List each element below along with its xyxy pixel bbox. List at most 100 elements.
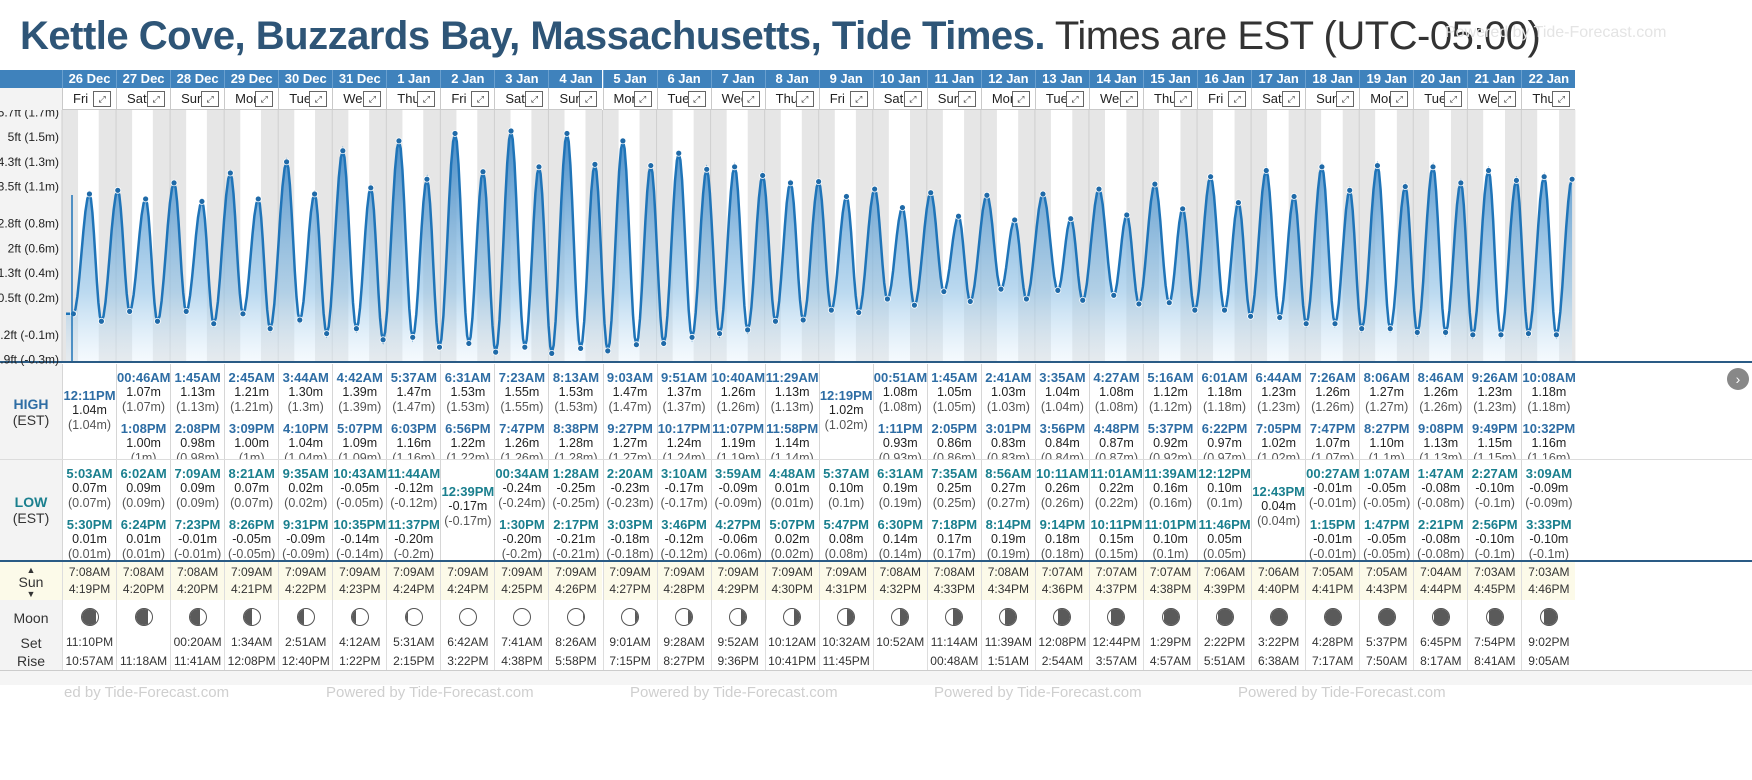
expand-day-icon[interactable]: ⤢ [471, 91, 490, 107]
date-header: 6 Jan [656, 70, 711, 88]
expand-day-icon[interactable]: ⤢ [201, 91, 220, 107]
tide-point [548, 349, 556, 357]
tide-height-metric: (1.23m) [1257, 400, 1301, 414]
tide-height-metric: (0.09m) [122, 496, 166, 510]
weekday-header: Mon ⤢ [602, 88, 657, 110]
expand-day-icon[interactable]: ⤢ [1444, 91, 1463, 107]
low-tide-cell: 11:01AM 0.22m (0.22m) 10:11PM 0.15m (0.15m) [1088, 460, 1143, 560]
expand-day-icon[interactable]: ⤢ [147, 91, 166, 107]
tide-height: 1.19m [720, 436, 756, 450]
high-tide-cell: 10:40AM 1.26m (1.26m) 11:07PM 1.19m (1.19m) [710, 364, 765, 460]
expand-day-icon[interactable]: ⤢ [1119, 91, 1138, 107]
high-tide-cell: 12:11PM 1.04m (1.04m) [62, 364, 116, 460]
moonset-time: 11:39AM [984, 635, 1032, 649]
high-tide-time: 3:56PM [1039, 421, 1086, 436]
expand-day-icon[interactable]: ⤢ [1390, 91, 1409, 107]
tide-height-metric: (1.47m) [608, 400, 652, 414]
tide-height: 1.16m [396, 436, 432, 450]
tide-point [339, 147, 347, 155]
moonset-time: 00:20AM [173, 635, 222, 649]
y-tick-label: -0.2ft (-0.1m) [0, 328, 59, 342]
sunrise-time: 7:03AM [1528, 565, 1570, 579]
moonset-time: 5:37PM [1366, 635, 1408, 649]
moon-cell: 5:37PM 7:50AM [1359, 600, 1414, 670]
high-tide-cell: 4:42AM 1.39m (1.39m) 5:07PM 1.09m (1.09m) [332, 364, 386, 460]
tide-point [492, 348, 500, 356]
expand-day-icon[interactable]: ⤢ [795, 91, 814, 107]
expand-day-icon[interactable]: ⤢ [633, 91, 652, 107]
y-tick-label: 4.3ft (1.3m) [0, 155, 59, 169]
expand-day-icon[interactable]: ⤢ [1552, 91, 1571, 107]
expand-day-icon[interactable]: ⤢ [1228, 91, 1247, 107]
expand-day-icon[interactable]: ⤢ [93, 91, 112, 107]
expand-day-icon[interactable]: ⤢ [525, 91, 544, 107]
moon-cell: 6:42AM 3:22PM [440, 600, 495, 670]
expand-day-icon[interactable]: ⤢ [1336, 91, 1355, 107]
tide-height: 1.27m [612, 436, 648, 450]
tide-height-metric: (-0.2m) [393, 547, 434, 560]
weekday-label: Tue [289, 91, 312, 106]
tide-height-metric: (-0.1m) [1474, 496, 1515, 510]
tide-height: 0.92m [1153, 436, 1188, 450]
expand-day-icon[interactable]: ⤢ [903, 91, 922, 107]
sunrise-time: 7:05AM [1366, 565, 1408, 579]
tide-height-metric: (0.19m) [878, 496, 922, 510]
low-tide-cell: 1:07AM -0.05m (-0.05m) 1:47PM -0.05m (-0.05m) [1359, 460, 1413, 560]
high-tide-time: 7:23AM [498, 370, 546, 385]
moonrise-time: 11:45PM [822, 654, 870, 668]
tide-height-metric: (-0.17m) [660, 496, 708, 510]
low-tide-cell: 11:44AM -0.12m (-0.12m) 11:37PM -0.20m (-0.2m… [386, 460, 440, 560]
tide-point [198, 198, 206, 205]
weekday-header: Fri ⤢ [62, 88, 117, 110]
tide-height-metric: (1.16m) [392, 451, 436, 460]
tide-height-metric: (0.87m) [1094, 451, 1138, 460]
high-tide-time: 1:45AM [931, 370, 978, 385]
moon-cell: 9:02PM 9:05AM [1521, 600, 1576, 670]
tide-height: 0.86m [936, 436, 972, 450]
low-tide-time: 11:44AM [387, 466, 441, 481]
sunset-time: 4:41PM [1311, 582, 1354, 596]
sunset-time: 4:43PM [1366, 582, 1408, 596]
tide-height-metric: (0.1m) [828, 496, 865, 510]
moonset-time: 7:54PM [1474, 635, 1516, 649]
low-tide-time: 3:10AM [660, 466, 708, 481]
expand-day-icon[interactable]: ⤢ [687, 91, 706, 107]
weekday-header: Mon ⤢ [980, 88, 1035, 110]
tide-height: 1.26m [720, 385, 756, 399]
tide-height: -0.09m [718, 481, 758, 495]
tide-height: -0.01m [1313, 532, 1353, 546]
expand-day-icon[interactable]: ⤢ [1174, 91, 1193, 107]
low-tide-time: 8:56AM [985, 466, 1032, 481]
expand-day-icon[interactable]: ⤢ [1282, 91, 1301, 107]
weekday-label: Fri [73, 91, 89, 106]
expand-day-icon[interactable]: ⤢ [255, 91, 274, 107]
expand-day-icon[interactable]: ⤢ [1065, 91, 1084, 107]
sun-cell: 7:05AM 4:41PM [1305, 562, 1360, 600]
tide-point [1290, 193, 1298, 200]
moon-phase-icon [1323, 608, 1342, 626]
footer-band [0, 671, 1752, 685]
row-separator [0, 459, 1752, 460]
sun-cell: 7:09AM 4:24PM [386, 562, 441, 600]
scroll-right-handle[interactable]: › [1727, 368, 1749, 390]
tide-point [1374, 162, 1381, 169]
expand-day-icon[interactable]: ⤢ [579, 91, 598, 107]
expand-day-icon[interactable]: ⤢ [363, 91, 382, 107]
expand-day-icon[interactable]: ⤢ [417, 91, 436, 107]
tide-point [1442, 328, 1449, 336]
high-tide-time: 5:16AM [1147, 370, 1194, 385]
low-tide-cell: 11:39AM 0.16m (0.16m) 11:01PM 0.10m (0.1m) [1143, 460, 1197, 560]
expand-day-icon[interactable]: ⤢ [849, 91, 868, 107]
expand-day-icon[interactable]: ⤢ [309, 91, 328, 107]
expand-day-icon[interactable]: ⤢ [957, 91, 976, 107]
weekday-header: Sun ⤢ [548, 88, 603, 110]
expand-day-icon[interactable]: ⤢ [1011, 91, 1030, 107]
weekday-label: Sat [505, 91, 525, 106]
high-tide-cell: 2:45AM 1.21m (1.21m) 3:09PM 1.00m (1m) [224, 364, 278, 460]
moon-cell: 9:01AM 7:15PM [602, 600, 657, 670]
tide-height: 0.83m [990, 436, 1026, 450]
expand-day-icon[interactable]: ⤢ [1498, 91, 1517, 107]
tide-height: -0.14m [340, 532, 380, 546]
powered-by-top: Powered by Tide-Forecast.com [1445, 24, 1667, 41]
expand-day-icon[interactable]: ⤢ [741, 91, 760, 107]
